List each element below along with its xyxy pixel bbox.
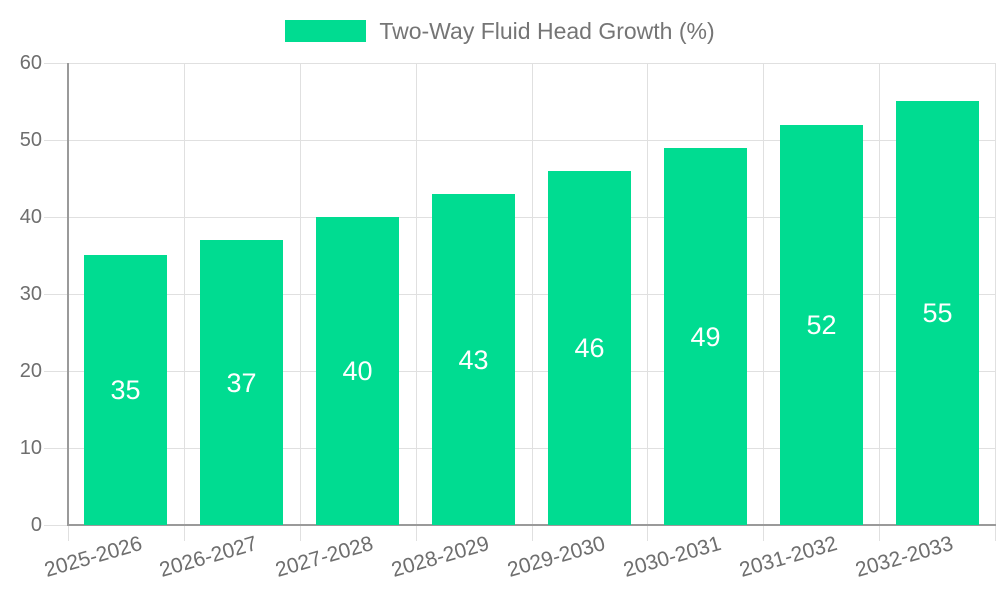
y-gridline [44,448,995,449]
y-axis-tick-label: 60 [19,52,42,74]
bar-value-label: 43 [458,344,489,375]
y-axis-line [67,63,69,525]
x-axis-tick-label: 2030-2031 [620,532,724,582]
x-gridline [995,63,996,541]
legend-label: Two-Way Fluid Head Growth (%) [379,18,715,44]
x-gridline [416,63,417,541]
y-axis-tick-label: 20 [19,360,42,382]
legend-swatch [285,20,367,42]
bar[interactable]: 37 [200,240,283,525]
x-gridline [879,63,880,541]
x-axis-tick-label: 2027-2028 [273,532,377,582]
x-gridline [647,63,648,541]
y-axis-tick-label: 0 [30,514,42,536]
x-axis-tick-label: 2028-2029 [389,532,492,582]
bar-value-label: 35 [110,375,141,405]
y-gridline [44,63,995,64]
x-axis-tick-label: 2029-2030 [504,532,608,582]
y-axis-tick-label: 50 [19,129,42,151]
bar[interactable]: 40 [316,217,399,525]
y-axis-tick-label: 30 [19,283,42,305]
y-gridline [44,217,995,218]
bar-value-label: 52 [806,310,837,340]
x-axis-line [67,524,996,526]
x-gridline [532,63,533,541]
bar-value-label: 37 [226,367,257,398]
x-gridline [300,63,301,541]
legend-item[interactable]: Two-Way Fluid Head Growth (%) [0,18,1000,44]
bar[interactable]: 49 [664,148,747,525]
bar[interactable]: 43 [432,194,515,525]
bar-value-label: 40 [342,356,373,386]
bar[interactable]: 52 [780,125,863,525]
x-gridline [184,63,185,541]
y-gridline [44,140,995,141]
y-gridline [44,371,995,372]
bar[interactable]: 46 [548,171,631,525]
bar[interactable]: 55 [896,101,979,525]
y-axis-tick-label: 40 [19,206,42,228]
y-gridline [44,294,995,295]
y-axis-tick-label: 10 [19,437,42,459]
bar-value-label: 46 [574,333,605,363]
x-axis-tick-label: 2031-2032 [736,532,840,582]
x-axis-tick-label: 2026-2027 [157,532,261,582]
bar-value-label: 55 [922,298,953,328]
x-gridline [763,63,764,541]
x-axis-tick-label: 2032-2033 [852,532,956,582]
bar-value-label: 49 [690,321,721,352]
x-axis-tick-label: 2025-2026 [41,532,145,582]
bar[interactable]: 35 [84,255,167,525]
